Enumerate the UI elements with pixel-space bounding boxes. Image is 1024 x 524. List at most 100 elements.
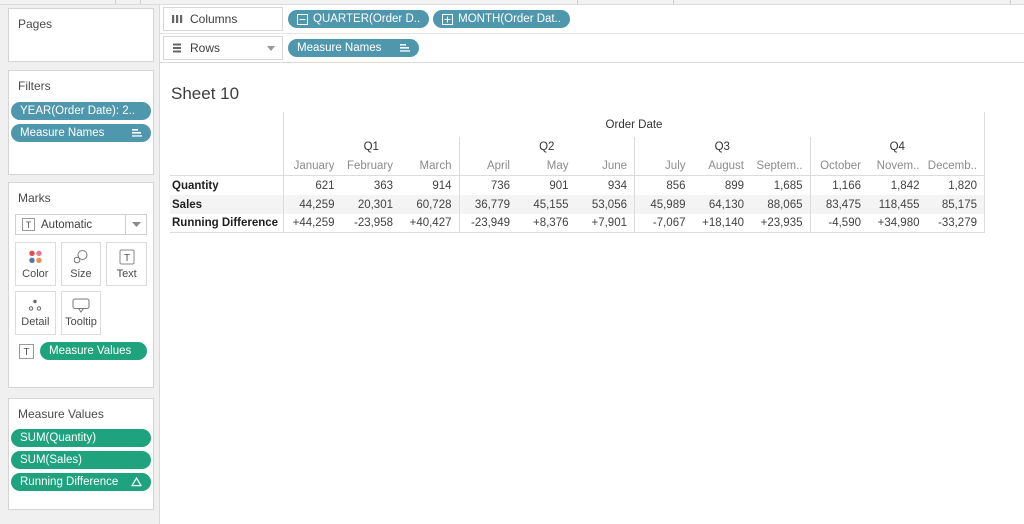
month-header-decemb[interactable]: Decemb.. bbox=[926, 156, 985, 176]
month-header-october[interactable]: October bbox=[809, 156, 868, 176]
value-cell[interactable]: 621 bbox=[283, 176, 342, 195]
pill-sum-sales[interactable]: SUM(Sales) bbox=[11, 451, 151, 469]
mark-type-label: Automatic bbox=[41, 218, 93, 231]
value-cell[interactable]: 118,455 bbox=[868, 195, 927, 214]
mark-type-dropdown[interactable]: T Automatic bbox=[15, 214, 147, 235]
pill-label: QUARTER(Order D.. bbox=[313, 13, 421, 25]
data-pane-sidebar: Pages Filters YEAR(Order Date): 2.. Measu… bbox=[0, 5, 160, 524]
value-cell[interactable]: 36,779 bbox=[458, 195, 517, 214]
value-cell[interactable]: -33,279 bbox=[926, 214, 985, 233]
value-cell[interactable]: +18,140 bbox=[692, 214, 751, 233]
month-header-february[interactable]: February bbox=[341, 156, 400, 176]
month-header-august[interactable]: August bbox=[692, 156, 751, 176]
value-cell[interactable]: +23,935 bbox=[751, 214, 810, 233]
quarter-header-q3[interactable]: Q3 bbox=[634, 137, 810, 156]
value-cell[interactable]: 1,685 bbox=[773, 179, 803, 192]
value-cell[interactable]: 45,155 bbox=[517, 195, 576, 214]
value-cell[interactable]: -23,949 bbox=[458, 214, 517, 233]
value-cell[interactable]: 899 bbox=[724, 179, 744, 192]
value-cell[interactable]: 934 bbox=[607, 179, 627, 192]
value-cell[interactable]: 1,820 bbox=[927, 176, 985, 195]
pill-year-order-date-2[interactable]: YEAR(Order Date): 2.. bbox=[11, 102, 151, 120]
value-cell[interactable]: 20,301 bbox=[341, 195, 400, 214]
value-cell[interactable]: 44,259 bbox=[283, 195, 342, 214]
detail-icon bbox=[27, 298, 43, 313]
value-cell[interactable]: +34,980 bbox=[868, 214, 927, 233]
value-cell[interactable]: 736 bbox=[458, 176, 518, 195]
pill-month-order-dat[interactable]: MONTH(Order Dat.. bbox=[433, 10, 571, 28]
value-cell[interactable]: 363 bbox=[373, 179, 393, 192]
pill-measure-values-encoding[interactable]: Measure Values bbox=[40, 342, 147, 360]
value-cell[interactable]: +7,901 bbox=[575, 214, 634, 233]
value-cell[interactable]: 901 bbox=[549, 179, 569, 192]
measure-values-shelf[interactable]: Measure Values SUM(Quantity) SUM(Sales) Ru… bbox=[8, 398, 154, 510]
toolbar-divider bbox=[140, 0, 141, 4]
pill-quarter-order-d[interactable]: QUARTER(Order D.. bbox=[288, 10, 430, 28]
mark-button-size[interactable]: Size bbox=[60, 242, 102, 286]
sort-icon bbox=[400, 43, 411, 53]
value-cell[interactable]: 856 bbox=[634, 176, 693, 195]
month-header-june[interactable]: June bbox=[575, 156, 634, 176]
pill-running-difference[interactable]: Running Difference bbox=[11, 473, 151, 491]
month-header-novem[interactable]: Novem.. bbox=[868, 156, 927, 176]
value-cell[interactable]: +40,427 bbox=[400, 214, 459, 233]
value-cell[interactable]: +44,259 bbox=[283, 214, 342, 233]
sheet-title[interactable]: Sheet 10 bbox=[171, 84, 240, 103]
value-cell[interactable]: 45,989 bbox=[634, 195, 693, 214]
row-label-sales[interactable]: Sales bbox=[170, 195, 283, 214]
rows-pill-list: Measure Names bbox=[288, 39, 420, 57]
mark-type-caret-button[interactable] bbox=[125, 215, 146, 234]
pill-measure-names[interactable]: Measure Names bbox=[288, 39, 420, 57]
month-header-april[interactable]: April bbox=[458, 156, 517, 176]
mark-button-detail[interactable]: Detail bbox=[15, 291, 56, 335]
marks-card-title: Marks bbox=[18, 191, 51, 205]
pill-label: Measure Names bbox=[297, 42, 382, 54]
toolbar-divider bbox=[115, 0, 116, 4]
value-cell[interactable]: 85,175 bbox=[926, 195, 985, 214]
month-header-septem[interactable]: Septem.. bbox=[751, 156, 810, 176]
quarter-header-q2[interactable]: Q2 bbox=[458, 137, 635, 156]
value-cell[interactable]: 1,166 bbox=[809, 176, 869, 195]
pill-sum-quantity[interactable]: SUM(Quantity) bbox=[11, 429, 151, 447]
value-cell[interactable]: 83,475 bbox=[809, 195, 868, 214]
quarter-header-q1[interactable]: Q1 bbox=[283, 137, 459, 156]
column-field-header[interactable]: Order Date bbox=[283, 112, 985, 137]
value-cell[interactable]: 53,056 bbox=[575, 195, 634, 214]
quarter-header-q4[interactable]: Q4 bbox=[809, 137, 985, 156]
pill-measure-names[interactable]: Measure Names bbox=[11, 124, 151, 142]
month-header-july[interactable]: July bbox=[634, 156, 693, 176]
value-cell[interactable]: 60,728 bbox=[400, 195, 459, 214]
mark-button-text[interactable]: T Text bbox=[106, 242, 147, 286]
chevron-down-icon[interactable] bbox=[267, 45, 275, 51]
month-header-march[interactable]: March bbox=[400, 156, 459, 176]
pages-shelf[interactable]: Pages bbox=[8, 8, 154, 62]
value-cell[interactable]: +8,376 bbox=[517, 214, 576, 233]
header-spacer bbox=[170, 156, 283, 176]
value-cell[interactable]: -4,590 bbox=[809, 214, 868, 233]
value-cell[interactable]: 1,842 bbox=[890, 179, 920, 192]
month-header-may[interactable]: May bbox=[517, 156, 576, 176]
value-cell[interactable]: 914 bbox=[432, 179, 452, 192]
rows-shelf[interactable]: Rows Measure Names bbox=[160, 34, 1024, 63]
columns-pill-list: QUARTER(Order D.. MONTH(Order Dat.. bbox=[288, 10, 571, 28]
filters-shelf[interactable]: Filters YEAR(Order Date): 2.. Measure Nam… bbox=[8, 70, 154, 175]
value-cell[interactable]: 64,130 bbox=[692, 195, 751, 214]
mark-button-tooltip[interactable]: Tooltip bbox=[60, 291, 102, 335]
rows-shelf-label[interactable]: Rows bbox=[163, 36, 283, 60]
value-cell[interactable]: -23,958 bbox=[341, 214, 400, 233]
columns-shelf[interactable]: Columns QUARTER(Order D.. MONTH(Order Dat… bbox=[160, 5, 1024, 34]
mark-button-label: Size bbox=[70, 267, 92, 280]
value-cell[interactable]: 88,065 bbox=[751, 195, 810, 214]
delta-icon bbox=[131, 477, 142, 487]
columns-shelf-label[interactable]: Columns bbox=[163, 7, 283, 31]
svg-text:T: T bbox=[124, 253, 130, 264]
mark-button-color[interactable]: Color bbox=[15, 242, 56, 286]
row-label-quantity[interactable]: Quantity bbox=[172, 179, 219, 192]
pill-label: SUM(Quantity) bbox=[20, 432, 97, 444]
mark-button-label: Tooltip bbox=[65, 316, 97, 328]
month-header-january[interactable]: January bbox=[283, 156, 342, 176]
row-label-running-difference[interactable]: Running Difference bbox=[170, 214, 283, 233]
value-cell[interactable]: -7,067 bbox=[634, 214, 693, 233]
toolbar-divider bbox=[1010, 0, 1011, 4]
text-encoding-icon: T bbox=[19, 343, 34, 359]
